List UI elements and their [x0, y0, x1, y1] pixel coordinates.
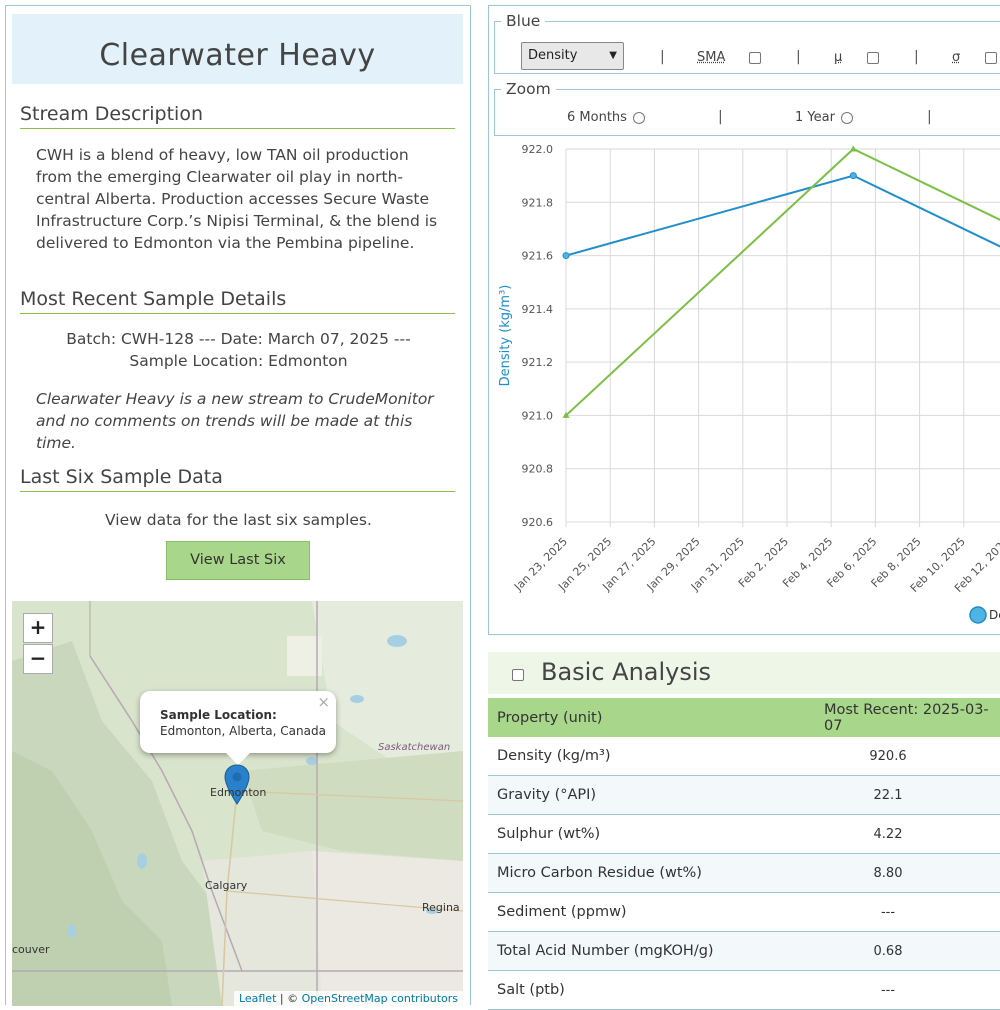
series-line [566, 149, 1000, 415]
map-label-calgary: Calgary [205, 879, 247, 892]
table-row: Total Acid Number (mgKOH/g) 0.68 [488, 932, 1000, 971]
popup-location: Edmonton, Alberta, Canada [160, 724, 326, 738]
y-tick-label: 921.0 [522, 409, 554, 422]
popup-title: Sample Location: [160, 708, 277, 722]
property-cell: Sediment (ppmw) [488, 893, 768, 932]
table-row: Density (kg/m³) 920.6 [488, 737, 1000, 776]
table-header-row: Property (unit) Most Recent: 2025-03-07 [488, 698, 1000, 737]
map-popup: Sample Location: Edmonton, Alberta, Cana… [140, 691, 336, 753]
value-cell: --- [768, 893, 1000, 932]
batch-details: Batch: CWH-128 --- Date: March 07, 2025 … [36, 328, 441, 372]
chart-panel: Blue Density ▼ | SMA | μ | σ Zoom 6 Month… [488, 5, 1000, 635]
y-tick-label: 921.4 [522, 303, 554, 316]
sample-location-map[interactable]: + − Sample Location: Edmonton, Alberta, … [12, 601, 463, 1006]
view-last-six-button[interactable]: View Last Six [166, 541, 310, 580]
column-header-property: Property (unit) [488, 698, 768, 737]
table-row: Salt (ptb) --- [488, 971, 1000, 1010]
map-attribution: Leaflet | © OpenStreetMap contributors [234, 991, 463, 1006]
property-cell: Density (kg/m³) [488, 737, 768, 776]
property-cell: Gravity (°API) [488, 776, 768, 815]
legend-marker [970, 607, 986, 623]
map-label-edmonton: Edmonton [210, 786, 266, 799]
stream-info-panel: Clearwater Heavy Stream Description CWH … [5, 5, 471, 1005]
property-cell: Micro Carbon Residue (wt%) [488, 854, 768, 893]
attribution-separator: | © [276, 992, 301, 1005]
column-header-most-recent: Most Recent: 2025-03-07 [768, 698, 1000, 737]
data-point [850, 173, 856, 179]
table-row: Sulphur (wt%) 4.22 [488, 815, 1000, 854]
table-row: Micro Carbon Residue (wt%) 8.80 [488, 854, 1000, 893]
property-cell: Salt (ptb) [488, 971, 768, 1010]
y-axis-title: Density (kg/m³) [498, 285, 513, 387]
series-line [566, 176, 1000, 283]
table-row: Gravity (°API) 22.1 [488, 776, 1000, 815]
value-cell: --- [768, 971, 1000, 1010]
y-tick-label: 921.8 [522, 196, 554, 209]
osm-link[interactable]: OpenStreetMap contributors [302, 992, 458, 1005]
title-banner: Clearwater Heavy [12, 14, 463, 84]
y-tick-label: 921.6 [522, 250, 554, 263]
popup-close-button[interactable]: × [317, 693, 330, 711]
map-label-regina: Regina [422, 901, 460, 914]
stream-description-text: CWH is a blend of heavy, low TAN oil pro… [36, 144, 441, 254]
recent-sample-heading: Most Recent Sample Details [20, 288, 455, 314]
map-pin-icon[interactable] [224, 764, 250, 806]
y-tick-label: 922.0 [522, 143, 554, 156]
value-cell: 22.1 [768, 776, 1000, 815]
y-tick-label: 921.2 [522, 356, 554, 369]
basic-analysis-checkbox[interactable] [512, 669, 524, 681]
leaflet-link[interactable]: Leaflet [239, 992, 276, 1005]
property-cell: Sulphur (wt%) [488, 815, 768, 854]
basic-analysis-title: Basic Analysis [541, 658, 711, 686]
basic-analysis-header: Basic Analysis [488, 652, 1000, 694]
last-six-heading: Last Six Sample Data [20, 466, 455, 492]
last-six-text: View data for the last six samples. [36, 509, 441, 531]
value-cell: 8.80 [768, 854, 1000, 893]
basic-analysis-table: Property (unit) Most Recent: 2025-03-07 … [488, 698, 1000, 1010]
map-label-saskatchewan: Saskatchewan [378, 742, 450, 753]
y-tick-label: 920.6 [522, 516, 554, 529]
legend-label: De [989, 608, 1000, 622]
map-label-vancouver: couver [12, 943, 50, 956]
property-cell: Total Acid Number (mgKOH/g) [488, 932, 768, 971]
page-title: Clearwater Heavy [12, 38, 463, 73]
density-chart[interactable]: 922.0 921.8 921.6 921.4 921.2 921.0 920.8 920.6… [489, 6, 1000, 631]
data-point [563, 253, 569, 259]
value-cell: 920.6 [768, 737, 1000, 776]
zoom-out-button[interactable]: − [23, 644, 53, 674]
zoom-in-button[interactable]: + [23, 613, 53, 643]
stream-description-heading: Stream Description [20, 103, 455, 129]
table-row: Sediment (ppmw) --- [488, 893, 1000, 932]
value-cell: 0.68 [768, 932, 1000, 971]
stream-comment: Clearwater Heavy is a new stream to Crud… [36, 388, 441, 454]
value-cell: 4.22 [768, 815, 1000, 854]
y-tick-label: 920.8 [522, 463, 554, 476]
